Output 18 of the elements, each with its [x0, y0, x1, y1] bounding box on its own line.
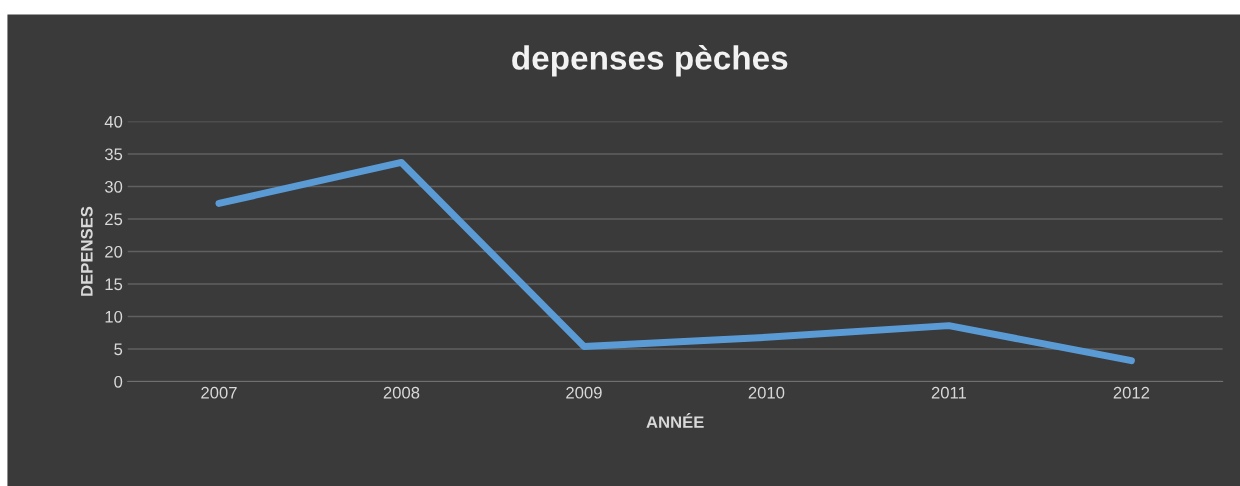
y-tick-label: 25 — [105, 213, 123, 226]
x-tick-label: 2009 — [566, 386, 602, 399]
y-tick-label: 15 — [105, 278, 123, 291]
y-tick-label: 0 — [114, 375, 123, 388]
y-tick-label: 10 — [105, 310, 123, 323]
y-axis-title: DEPENSES — [80, 206, 93, 296]
y-tick-label: 40 — [104, 115, 123, 128]
y-tick-label: 5 — [114, 343, 123, 356]
x-tick-label: 2012 — [1113, 386, 1150, 399]
x-tick-label: 2007 — [201, 386, 237, 399]
x-tick-label: 2008 — [383, 386, 420, 399]
x-tick-label: 2011 — [931, 386, 967, 399]
chart-title: depenses pèches — [512, 45, 788, 77]
y-tick-label: 20 — [105, 245, 123, 258]
x-tick-label: 2010 — [748, 386, 785, 399]
y-tick-label: 35 — [104, 148, 123, 161]
y-tick-label: 30 — [104, 180, 123, 193]
x-axis-title: ANNÉE — [646, 413, 704, 428]
